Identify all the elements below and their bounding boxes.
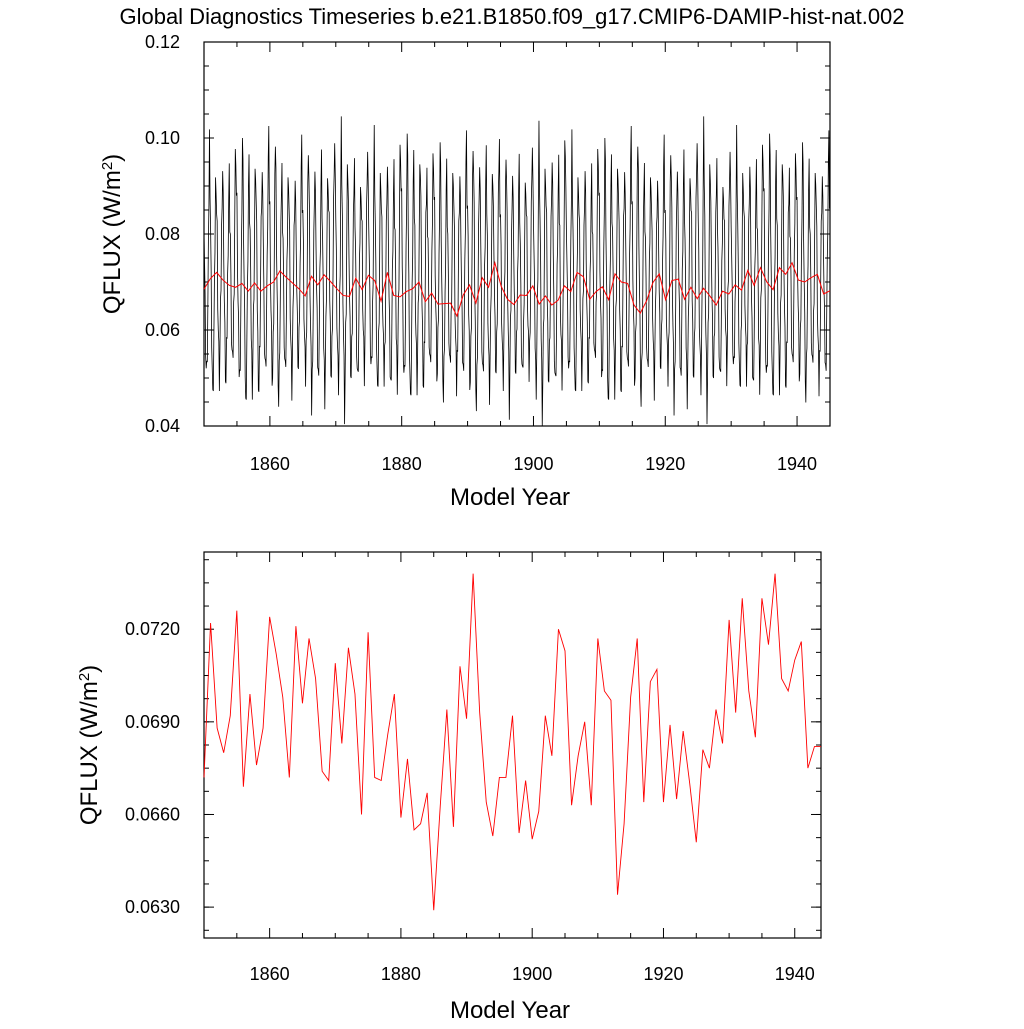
figure-title: Global Diagnostics Timeseries b.e21.B185… — [119, 4, 904, 29]
bottom-series — [203, 573, 821, 911]
top-series-annual — [203, 260, 831, 318]
bottom-y-axis-title: QFLUX (W/m2) — [76, 665, 104, 825]
top-x-tick-label: 1900 — [513, 454, 553, 474]
top-y-tick-label: 0.12 — [145, 32, 180, 52]
top-x-tick-label: 1920 — [645, 454, 685, 474]
top-x-axis-title: Model Year — [450, 484, 570, 511]
top-ticks: 1860 1880 1900 1920 1940 0.04 0.06 0.08 0.10 0.12 — [145, 32, 831, 474]
top-panel: 1860 1880 1900 1920 1940 0.04 0.06 0.08 0.10 0.12… — [99, 32, 831, 511]
bottom-x-tick-label: 1860 — [250, 964, 290, 984]
bottom-panel: 1860 1880 1900 1920 1940 0.0630 0.0660 0.0690 0.… — [76, 551, 822, 1024]
top-x-tick-label: 1880 — [382, 454, 422, 474]
bottom-y-tick-label: 0.0720 — [125, 619, 180, 639]
top-y-tick-label: 0.08 — [145, 224, 180, 244]
bottom-y-axis-title-main: QFLUX (W/m — [76, 681, 103, 825]
bottom-y-tick-label: 0.0660 — [125, 804, 180, 824]
top-y-tick-label: 0.06 — [145, 320, 180, 340]
top-y-axis-title-close: ) — [99, 154, 126, 162]
bottom-x-tick-label: 1920 — [643, 964, 683, 984]
bottom-y-axis-title-sup: 2 — [76, 673, 93, 681]
bottom-ticks: 1860 1880 1900 1920 1940 0.0630 0.0660 0.0690 0.… — [125, 552, 821, 984]
bottom-y-axis-title-close: ) — [76, 665, 103, 673]
bottom-x-tick-label: 1880 — [381, 964, 421, 984]
bottom-y-tick-label: 0.0690 — [125, 712, 180, 732]
top-y-axis-title-sup: 2 — [99, 162, 116, 170]
top-y-tick-label: 0.10 — [145, 128, 180, 148]
top-series-monthly — [203, 116, 831, 427]
bottom-y-tick-label: 0.0630 — [125, 897, 180, 917]
bottom-x-tick-label: 1900 — [512, 964, 552, 984]
top-y-axis-title: QFLUX (W/m2) — [99, 154, 127, 314]
bottom-x-tick-label: 1940 — [775, 964, 815, 984]
top-series — [203, 116, 831, 427]
top-x-tick-label: 1860 — [250, 454, 290, 474]
top-y-tick-label: 0.04 — [145, 416, 180, 436]
top-y-axis-title-main: QFLUX (W/m — [99, 170, 126, 314]
bottom-x-axis-title: Model Year — [450, 997, 570, 1024]
bottom-series-annual — [203, 573, 821, 911]
top-x-tick-label: 1940 — [777, 454, 817, 474]
bottom-plot-frame — [203, 551, 822, 939]
